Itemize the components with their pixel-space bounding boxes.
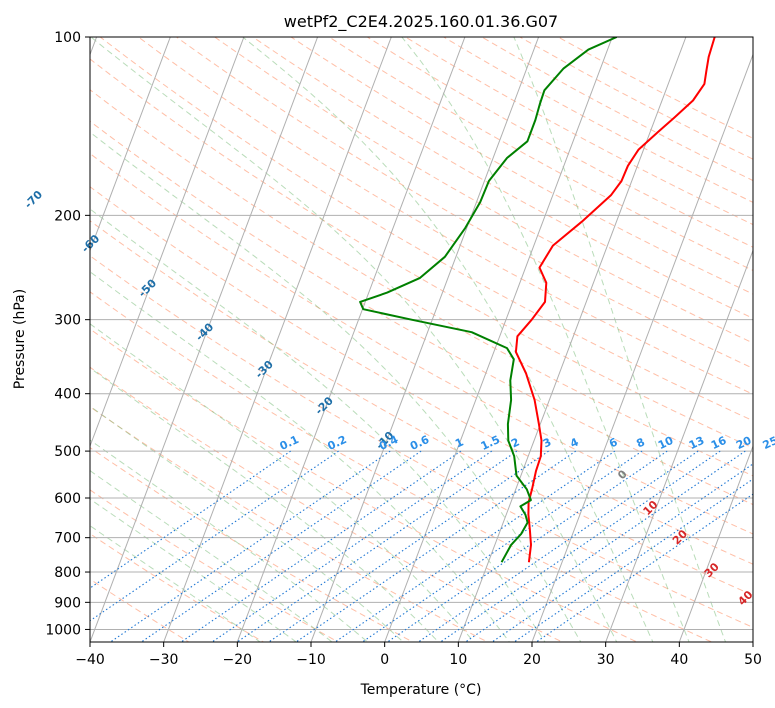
y-tick-label: 800 [54, 565, 81, 581]
dry-adiabat [328, 37, 753, 271]
moist-adiabat [90, 439, 369, 642]
moist-adiabat [90, 271, 511, 642]
dry-adiabat [480, 37, 753, 182]
moist-adiabat [401, 37, 690, 642]
dry-adiabat [213, 37, 753, 344]
x-tick-label: 50 [744, 652, 762, 668]
x-tick-label: 40 [670, 652, 688, 668]
y-tick-label: 500 [54, 444, 81, 460]
dry-adiabat [518, 37, 753, 160]
isotherm [384, 37, 613, 642]
x-tick-label: −30 [149, 652, 179, 668]
y-tick-label: 300 [54, 313, 81, 329]
y-tick-label: 600 [54, 491, 81, 507]
x-axis-label: Temperature (°C) [360, 682, 482, 698]
dry-adiabat [90, 489, 340, 642]
x-tick-label: 20 [523, 652, 541, 668]
dry-adiabat [442, 37, 753, 203]
dry-adiabat [90, 533, 265, 642]
isotherm [605, 249, 753, 642]
dry-adiabat [175, 37, 753, 369]
x-tick-label: 0 [380, 652, 389, 668]
y-tick-label: 900 [54, 595, 81, 611]
dry-adiabat [90, 186, 753, 565]
mixing-ratio-label: 25 [761, 434, 775, 452]
plot-frame [89, 36, 754, 643]
dry-adiabat [90, 255, 753, 628]
mixing-ratio-line [464, 450, 746, 642]
x-tick-label: −10 [296, 652, 326, 668]
isotherm [90, 37, 171, 252]
x-tick-label: −20 [223, 652, 253, 668]
profile-lines [359, 37, 716, 563]
temperature-line [514, 37, 716, 563]
isotherm [678, 444, 753, 642]
dry-adiabat [90, 328, 639, 642]
moist-adiabat [90, 470, 333, 642]
mixing-ratio-label: 13 [687, 434, 706, 452]
y-tick-label: 1000 [45, 622, 81, 638]
mixing-ratio-label: 10 [656, 434, 676, 452]
moist-adiabat [90, 405, 404, 642]
dry-adiabat [90, 291, 713, 642]
dry-adiabat [290, 37, 753, 295]
x-tick-label: −40 [75, 652, 105, 668]
isotherm [457, 37, 687, 642]
mixing-ratio-line [334, 450, 616, 642]
x-axis-ticks: −40 −30 −20 −10 0 10 20 30 40 50 [75, 642, 762, 668]
isotherm [531, 53, 753, 642]
moist-adiabat [90, 525, 262, 642]
chart-title: wetPf2_C2E4.2025.160.01.36.G07 [284, 12, 558, 32]
dry-adiabat [252, 37, 753, 319]
y-tick-label: 700 [54, 531, 81, 547]
dry-adiabat [90, 152, 753, 535]
dewpoint-line [359, 37, 618, 563]
isotherm [163, 37, 392, 642]
isotherm [90, 37, 245, 448]
moist-adiabat [90, 323, 475, 642]
y-tick-label: 200 [54, 208, 81, 224]
isotherm [90, 37, 319, 642]
y-axis-ticks: 100 200 300 400 500 600 700 800 900 1000 [45, 30, 90, 638]
isotherm [310, 37, 540, 642]
dry-adiabat [90, 220, 753, 596]
dry-adiabat [557, 37, 753, 139]
moist-adiabat [90, 367, 440, 642]
y-tick-label: 100 [54, 30, 81, 46]
mixing-ratio-label: 20 [734, 434, 754, 452]
x-tick-label: 10 [449, 652, 467, 668]
mixing-ratio-line [267, 450, 549, 642]
y-tick-label: 400 [54, 387, 81, 403]
moist-adiabat [90, 208, 546, 642]
x-tick-label: 30 [597, 652, 615, 668]
mixing-ratio-label: 16 [709, 434, 729, 452]
dry-adiabat [90, 366, 564, 642]
y-axis-label: Pressure (hPa) [12, 289, 28, 389]
isotherm [236, 37, 466, 642]
